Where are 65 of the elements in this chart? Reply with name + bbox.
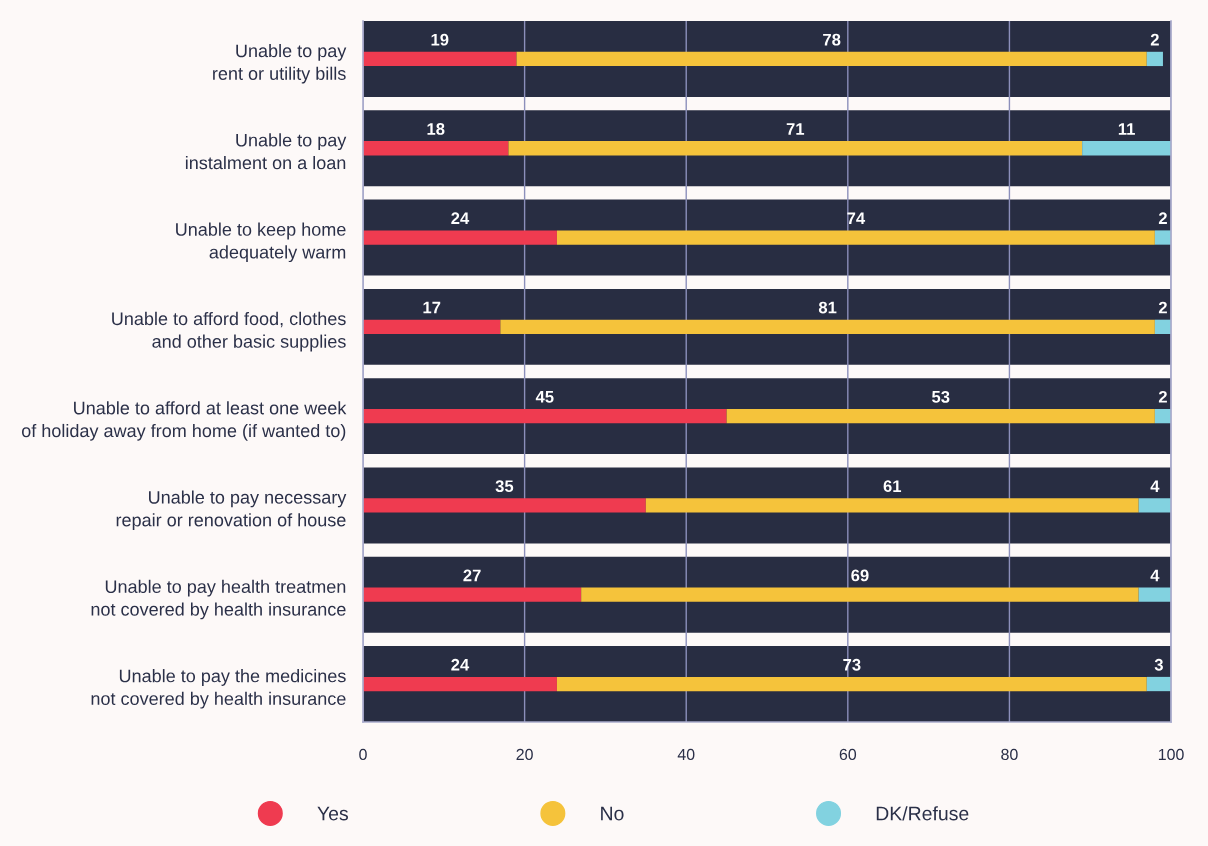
bar: [1082, 141, 1172, 156]
bar: [363, 676, 557, 692]
bar: [500, 319, 1155, 334]
data-label: 71: [786, 123, 805, 135]
bar: [363, 587, 582, 602]
x-tick-label: 20: [516, 748, 533, 761]
data-label: 53: [931, 390, 950, 403]
legend-label: DK/Refuse: [876, 806, 969, 821]
data-label: 74: [847, 212, 866, 224]
data-label: 4: [1150, 569, 1160, 582]
bar: [1154, 408, 1172, 424]
data-label: 17: [423, 301, 441, 314]
bar: [363, 498, 646, 513]
data-label: 3: [1154, 658, 1163, 671]
data-label: 35: [495, 480, 514, 493]
legend-label: No: [601, 806, 624, 821]
bar: [726, 408, 1155, 424]
x-tick-label: 40: [677, 748, 695, 761]
bar: [508, 141, 1083, 156]
bar: [363, 141, 509, 156]
x-tick-label: 60: [839, 748, 857, 761]
data-label: 61: [883, 480, 902, 493]
bar: [556, 676, 1147, 692]
bar: [1138, 498, 1172, 513]
data-label: 2: [1158, 212, 1167, 224]
y-tick-label: Unable to pay instalment on a loan: [185, 133, 347, 170]
data-label: 4: [1150, 480, 1160, 492]
bar: [581, 587, 1139, 602]
data-label: 45: [535, 391, 554, 403]
bar: [1154, 319, 1172, 334]
bar: [363, 408, 727, 424]
y-tick-label: Unable to afford food, clothes and other basic supplies: [112, 311, 346, 352]
bar: [1146, 676, 1172, 692]
bar: [1146, 51, 1163, 67]
data-label: 73: [843, 658, 861, 671]
data-label: 11: [1118, 123, 1135, 135]
bar: [1138, 587, 1172, 602]
y-tick-label: Unable to pay the medicines not covered by health insurance: [91, 669, 346, 709]
data-label: 78: [823, 33, 841, 46]
x-tick-label: 0: [359, 748, 367, 761]
data-label: 19: [431, 33, 449, 46]
bar: [556, 230, 1155, 245]
bar: [645, 498, 1139, 513]
legend-label: Yes: [317, 806, 348, 821]
data-label: 24: [451, 212, 470, 224]
data-label: 27: [463, 569, 481, 582]
bar: [363, 319, 501, 334]
data-label: 69: [851, 569, 869, 582]
data-label: 24: [451, 658, 470, 671]
bar: [516, 51, 1147, 67]
bar: [363, 230, 557, 245]
x-tick-label: 80: [1001, 748, 1018, 761]
data-label: 2: [1158, 390, 1167, 403]
bar: [1154, 230, 1172, 245]
data-label: 2: [1150, 33, 1159, 46]
y-tick-label: Unable to afford at least one week of holiday away from home (if wanted to): [21, 401, 347, 441]
y-tick-label: Unable to keep home adequately warm: [176, 222, 346, 263]
y-tick-label: Unable to pay necessary repair or renovation of house: [116, 490, 347, 531]
data-label: 2: [1158, 301, 1167, 314]
y-tick-label: Unable to pay rent or utility bills: [213, 43, 347, 84]
data-label: 18: [427, 123, 445, 135]
data-label: 81: [818, 301, 837, 314]
x-tick-label: 100: [1158, 748, 1184, 761]
y-tick-label: Unable to pay health treatmen not covered by health insurance: [91, 579, 346, 620]
bar: [363, 51, 517, 67]
